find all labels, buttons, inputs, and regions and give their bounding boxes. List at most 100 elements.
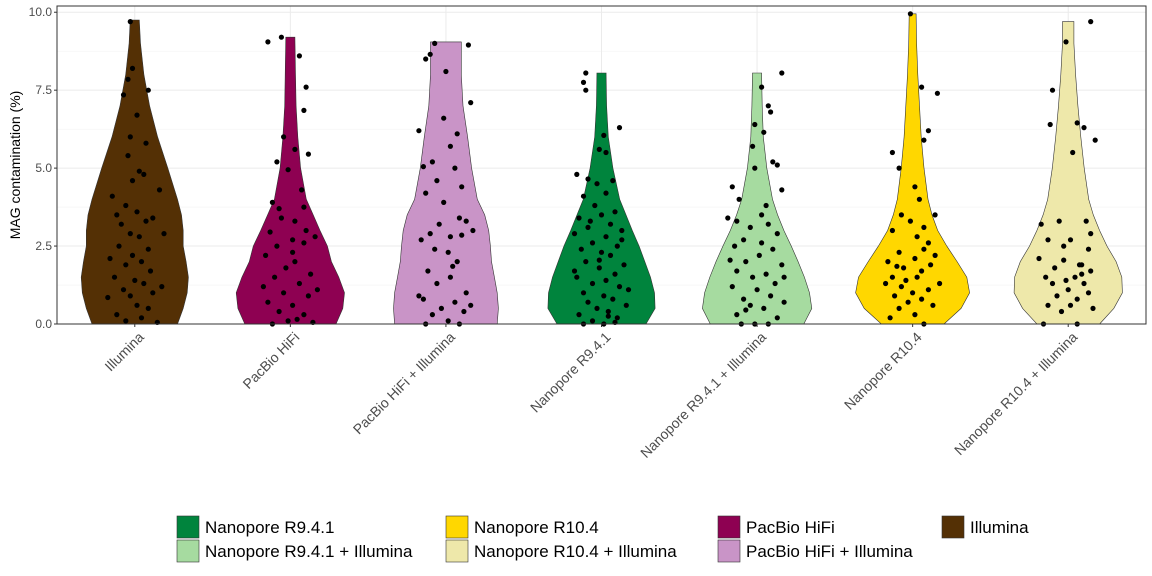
data-point	[603, 277, 609, 283]
data-point	[1049, 87, 1056, 93]
data-point	[301, 312, 307, 318]
data-point	[285, 167, 291, 173]
data-point	[580, 290, 587, 296]
data-point	[123, 202, 129, 209]
data-point	[914, 234, 920, 240]
data-point	[889, 274, 896, 280]
data-point	[612, 271, 618, 277]
data-point	[576, 215, 582, 221]
data-point	[761, 129, 767, 135]
y-axis-title: MAG contamination (%)	[7, 91, 23, 240]
legend-key	[445, 515, 469, 539]
data-point	[1063, 39, 1069, 45]
legend-key	[941, 515, 965, 539]
data-point	[308, 271, 314, 277]
y-tick-label: 0.0	[35, 317, 52, 331]
data-point	[265, 39, 271, 45]
data-point	[107, 255, 113, 262]
legend-label: PacBio HiFi + Illumina	[746, 542, 913, 561]
data-point	[429, 159, 435, 165]
data-point	[596, 265, 602, 271]
data-point	[1065, 287, 1071, 293]
data-point	[136, 168, 142, 174]
data-point	[932, 212, 938, 218]
data-point	[741, 237, 747, 243]
data-point	[729, 184, 735, 190]
data-point	[269, 199, 275, 205]
violin-2	[235, 36, 345, 325]
data-point	[127, 293, 133, 299]
data-point	[1067, 302, 1074, 308]
data-point	[156, 187, 163, 193]
data-point	[614, 243, 620, 249]
data-point	[305, 293, 311, 299]
data-point	[894, 263, 900, 269]
data-point	[725, 215, 731, 221]
data-point	[625, 287, 632, 293]
data-point	[610, 178, 616, 184]
data-point	[445, 318, 451, 324]
data-point	[143, 218, 149, 224]
data-point	[919, 296, 925, 302]
data-point	[759, 212, 765, 218]
data-point	[756, 252, 762, 258]
data-point	[465, 42, 471, 48]
data-point	[734, 312, 740, 318]
data-point	[589, 240, 596, 246]
data-point	[916, 196, 923, 202]
data-point	[907, 218, 914, 224]
data-point	[459, 184, 465, 190]
data-point	[610, 296, 616, 302]
data-point	[129, 65, 136, 71]
data-point	[752, 165, 758, 171]
data-point	[312, 234, 318, 240]
data-point	[583, 70, 589, 76]
data-point	[912, 255, 918, 262]
data-point	[934, 90, 941, 96]
data-point	[612, 209, 618, 215]
data-point	[1038, 221, 1044, 227]
data-point	[759, 240, 765, 246]
data-point	[732, 243, 738, 249]
data-point	[614, 315, 620, 321]
data-point	[281, 290, 287, 296]
data-point	[907, 11, 914, 17]
data-point	[290, 302, 296, 308]
data-point	[779, 262, 785, 268]
legend-label: PacBio HiFi	[746, 518, 835, 537]
data-point	[928, 262, 934, 268]
data-point	[138, 259, 145, 265]
data-point	[1081, 125, 1087, 131]
data-point	[779, 187, 785, 193]
data-point	[601, 293, 607, 299]
data-point	[296, 53, 302, 59]
data-point	[134, 112, 140, 118]
data-point	[143, 140, 149, 146]
data-point	[729, 284, 735, 290]
data-point	[1088, 231, 1094, 237]
data-point	[576, 312, 582, 318]
legend-label: Nanopore R10.4 + Illumina	[474, 542, 677, 561]
data-point	[605, 313, 611, 319]
data-point	[1079, 262, 1085, 268]
data-point	[596, 146, 602, 152]
data-point	[589, 318, 596, 324]
legend-label: Illumina	[970, 518, 1029, 537]
y-tick-label: 2.5	[35, 239, 52, 253]
data-point	[574, 274, 580, 280]
data-point	[919, 268, 925, 274]
data-point	[885, 259, 891, 265]
data-point	[774, 315, 780, 321]
data-point	[301, 204, 307, 210]
data-point	[741, 296, 747, 302]
data-point	[418, 237, 424, 243]
data-point	[425, 268, 431, 274]
data-point	[1061, 243, 1067, 249]
data-point	[445, 249, 451, 255]
data-point	[592, 202, 598, 209]
data-point	[438, 305, 444, 311]
data-point	[109, 193, 115, 199]
data-point	[779, 70, 785, 76]
data-point	[132, 277, 138, 283]
